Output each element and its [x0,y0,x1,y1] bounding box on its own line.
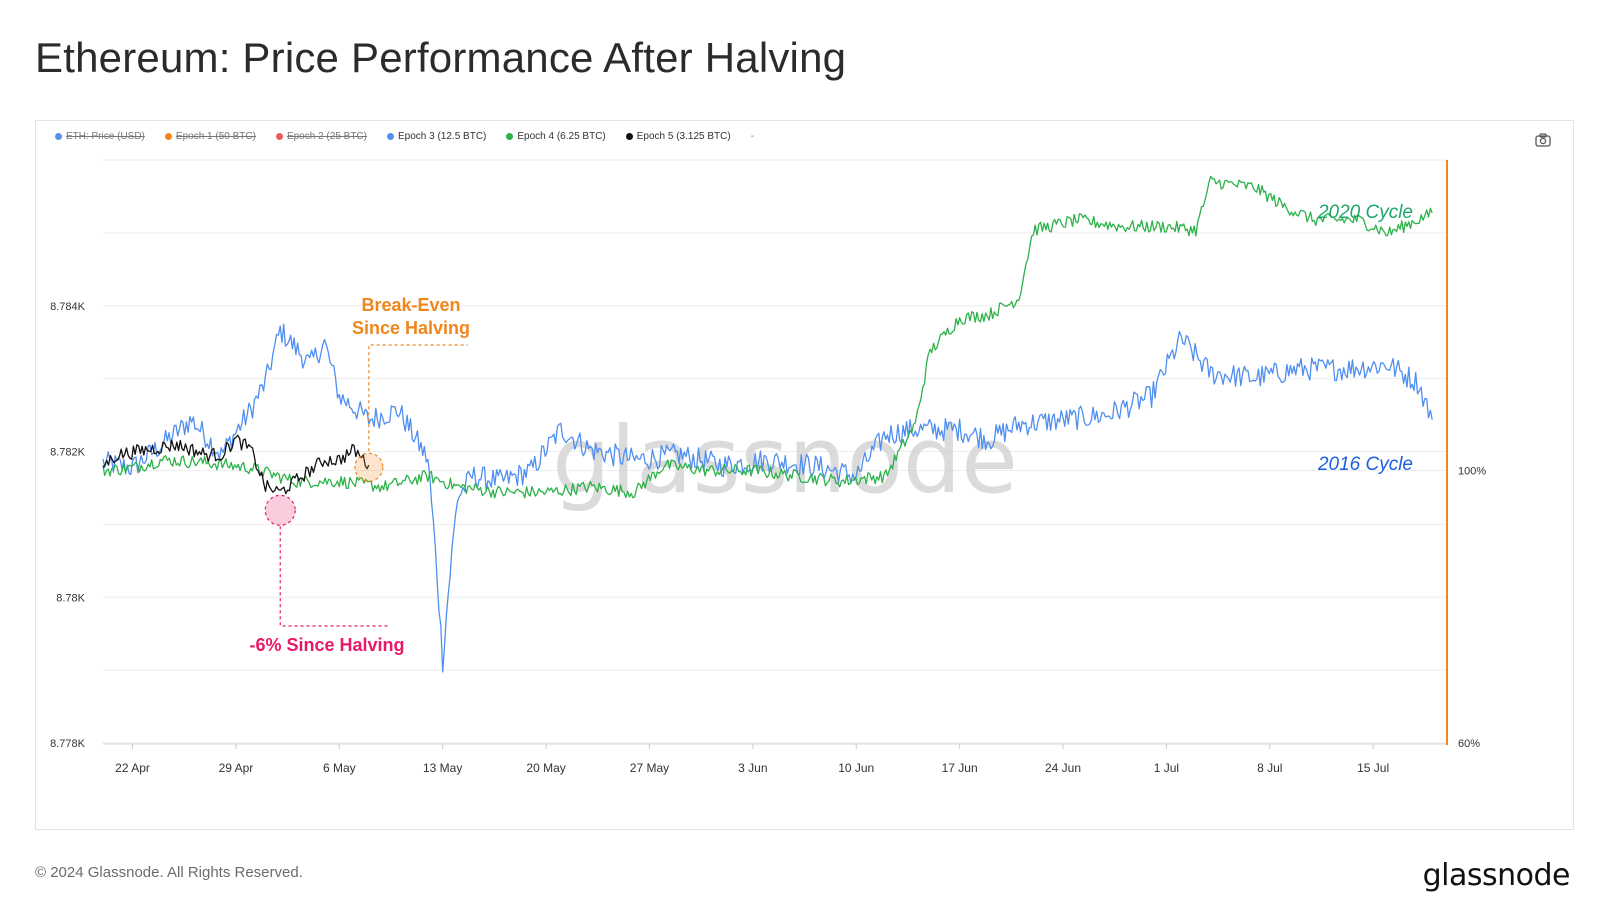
annotation-2016-cycle: 2016 Cycle [1317,454,1413,475]
y-left-tick-label: 8.782K [50,447,86,459]
legend-label: Epoch 1 (50 BTC) [175,131,256,142]
x-tick-label: 13 May [423,761,462,775]
series-line-epoch-3-12-5-btc [102,323,1433,673]
y-left-tick-label: 8.778K [50,738,86,750]
x-tick-label: 27 May [630,761,669,775]
legend-item-epoch-1[interactable]: Epoch 1 (50 BTC) [164,131,256,142]
legend-item-epoch-4[interactable]: Epoch 4 (6.25 BTC) [506,131,606,142]
y-right-tick-label: 60% [1458,738,1480,750]
legend-label: Epoch 4 (6.25 BTC) [517,131,606,142]
legend-item-epoch-3[interactable]: Epoch 3 (12.5 BTC) [387,131,486,142]
legend-extra: - [750,131,755,142]
legend-dot-icon [625,133,633,140]
legend-dot-icon [55,133,62,140]
annotation-2020-cycle: 2020 Cycle [1317,202,1413,223]
x-tick-label: 24 Jun [1045,761,1081,775]
legend-dot-icon [506,133,514,140]
legend-dot-icon [275,133,283,140]
x-tick-label: 15 Jul [1357,761,1389,775]
x-tick-label: 8 Jul [1257,761,1282,775]
legend-label: Epoch 5 (3.125 BTC) [636,131,731,142]
break-even-marker [354,452,384,482]
legend-dot-icon [387,133,394,140]
camera-icon[interactable] [1535,133,1551,147]
glassnode-logo: glassnode [1422,858,1571,893]
legend-item-epoch-5[interactable]: Epoch 5 (3.125 BTC) [625,131,731,142]
x-tick-label: 6 May [323,761,356,775]
chart-legend: ETH: Price (USD) Epoch 1 (50 BTC) Epoch … [55,131,754,142]
y-left-tick-label: 8.78K [56,592,85,604]
legend-label: Epoch 3 (12.5 BTC) [398,131,487,142]
x-tick-label: 10 Jun [838,761,874,775]
minus-six-leader-line [279,526,388,627]
legend-label: ETH: Price (USD) [66,131,145,142]
x-tick-label: 22 Apr [115,761,150,775]
copyright-text: © 2024 Glassnode. All Rights Reserved. [35,864,303,881]
chart-panel [35,120,1574,830]
annotation-break-even-line1: Break-Even [361,295,460,315]
x-tick-label: 17 Jun [942,761,978,775]
page-title: Ethereum: Price Performance After Halvin… [35,34,847,81]
x-tick-label: 3 Jun [738,761,767,775]
series-line-epoch-5-3-125-btc [102,434,370,495]
annotation-break-even-line2: Since Halving [352,318,470,338]
x-tick-label: 20 May [526,761,565,775]
legend-label: Epoch 2 (25 BTC) [286,131,367,142]
x-tick-label: 29 Apr [219,761,254,775]
legend-item-epoch-2[interactable]: Epoch 2 (25 BTC) [275,131,367,142]
legend-item-eth-price[interactable]: ETH: Price (USD) [55,131,145,142]
series-line-epoch-4-6-25-btc [102,175,1433,499]
y-left-tick-label: 8.784K [50,301,86,313]
minus-six-marker [264,494,296,526]
y-right-tick-label: 100% [1458,466,1486,478]
legend-dot-icon [164,133,172,140]
annotation-minus-six: -6% Since Halving [249,635,404,655]
x-tick-label: 1 Jul [1154,761,1179,775]
